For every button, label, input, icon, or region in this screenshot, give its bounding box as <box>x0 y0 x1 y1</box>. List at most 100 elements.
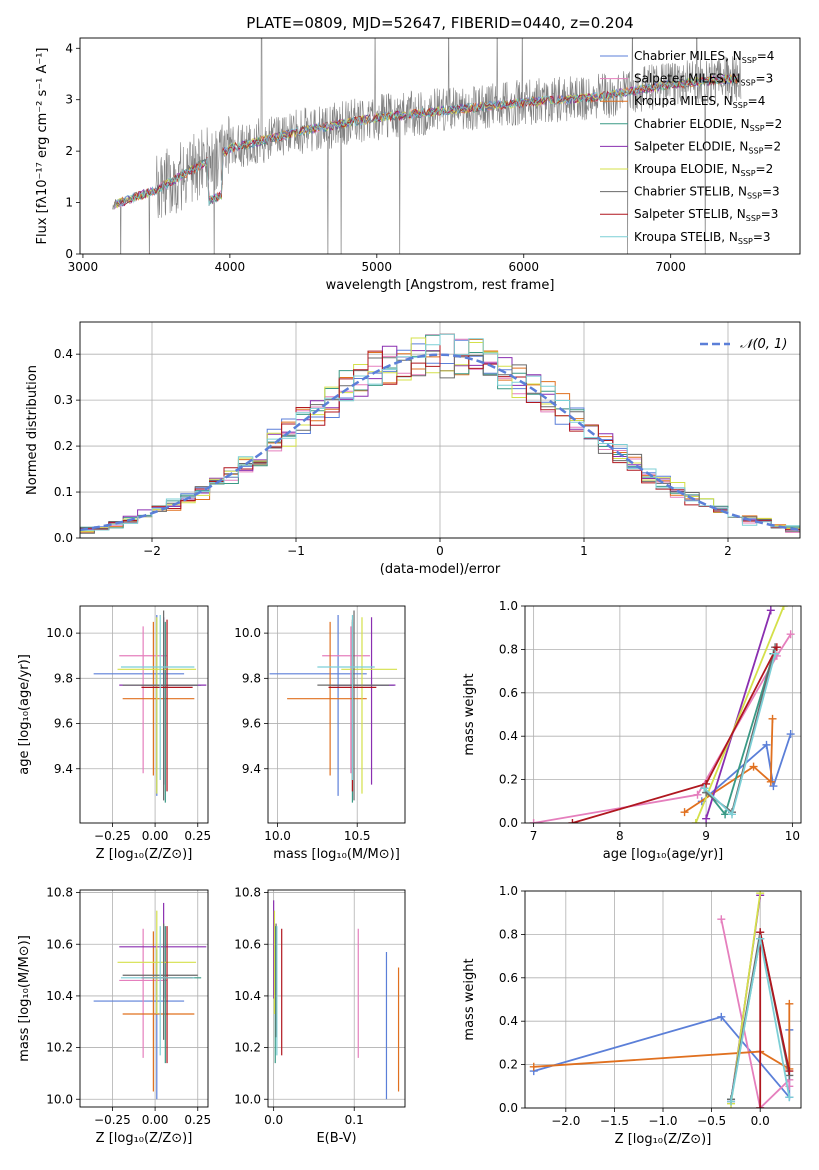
legend-entry-label: Salpeter MILES, NSSP=3 <box>634 72 773 88</box>
y-tick-label: 0.4 <box>499 729 518 743</box>
axes-frame: 0.0 0.1 10.0 10.2 10.4 10.6 10.8 E(B-V) <box>234 886 406 1146</box>
panel-age-vs-Z: −0.25 0.00 0.25 9.4 9.6 9.8 10.0 Z [log₁₀(Z/Z⊙)… <box>17 605 211 862</box>
gaussian-reference-curve <box>80 353 800 532</box>
mass-weight-marker <box>680 808 689 817</box>
panel-massweight-vs-age: 7 8 9 10 0.0 0.2 0.4 0.6 0.8 1.0 age [log₁₀(age/yr… <box>462 599 802 862</box>
legend-entry-label: Salpeter ELODIE, NSSP=2 <box>634 139 781 155</box>
plot-area <box>269 610 398 803</box>
y-tick-label: 0.3 <box>54 393 73 407</box>
x-tick-label: 7000 <box>655 260 686 274</box>
gaussian-legend-label: 𝒩(0, 1) <box>740 337 787 352</box>
x-tick-label: 0.1 <box>345 1113 364 1127</box>
mass-weight-line <box>705 610 772 819</box>
errorbar-point <box>287 621 367 776</box>
x-tick-label: 0.0 <box>751 1114 770 1128</box>
y-tick-label: 10.0 <box>46 1092 73 1106</box>
mass-weight-marker <box>691 819 700 823</box>
y-tick-label: 0.0 <box>54 531 73 545</box>
y-axis-label: Flux [fλ10⁻¹⁷ erg cm⁻² s⁻¹ A⁻¹] <box>35 48 50 245</box>
y-axis-label: Normed distribution <box>25 365 40 495</box>
panel-massweight-vs-Z: −2.0 −1.5 −1.0 −0.5 0.0 0.0 0.2 0.4 0.6 0.8 1.0 Z [… <box>462 884 802 1147</box>
mass-weight-marker <box>786 630 795 639</box>
mass-weight-marker <box>785 1093 794 1102</box>
x-tick-label: 5000 <box>362 260 393 274</box>
spectrum-legend: Chabrier MILES, NSSP=4 Salpeter MILES, NS… <box>600 49 782 246</box>
x-tick-label: 10.5 <box>344 829 371 843</box>
errorbar-point <box>119 928 168 1058</box>
errorbar-point <box>120 926 195 1056</box>
errorbar-point <box>117 910 197 1014</box>
y-tick-label: 9.6 <box>242 717 261 731</box>
axes-frame: −2 −1 0 1 2 0.0 0.1 0.2 0.3 0.4 (data-model)/error… <box>25 321 801 577</box>
errorbar-point <box>141 621 202 803</box>
errorbar-point <box>117 617 197 794</box>
y-tick-label: 9.4 <box>242 762 261 776</box>
axes-border <box>79 889 209 1108</box>
x-tick-label: 10.0 <box>264 829 291 843</box>
plot-area <box>273 900 400 1100</box>
x-tick-label: 8 <box>616 829 624 843</box>
y-tick-label: 0 <box>65 247 73 261</box>
errorbar-point <box>119 617 207 785</box>
y-tick-label: 10.8 <box>46 886 73 900</box>
axes-frame: 10.0 10.5 9.4 9.6 9.8 10.0 mass [log₁₀(M/M⊙)] <box>234 605 406 862</box>
x-axis-label: Z [log₁₀(Z/Z⊙)] <box>615 1132 712 1147</box>
x-axis-label: mass [log₁₀(M/M⊙)] <box>273 847 400 862</box>
x-tick-label: −1.0 <box>648 1114 677 1128</box>
y-tick-label: 10.6 <box>46 937 73 951</box>
y-tick-label: 4 <box>65 41 73 55</box>
x-tick-label: −2 <box>143 544 161 558</box>
x-tick-label: 4000 <box>215 260 246 274</box>
legend-entry-label: Chabrier ELODIE, NSSP=2 <box>634 117 782 133</box>
model-spectrum-line <box>113 75 739 210</box>
axes-frame: −0.25 0.00 0.25 9.4 9.6 9.8 10.0 Z [log₁₀(Z/Z⊙)… <box>17 605 211 862</box>
mass-weight-marker <box>756 1104 765 1108</box>
panel-mass-vs-EBV: 0.0 0.1 10.0 10.2 10.4 10.6 10.8 E(B-V) <box>234 886 406 1146</box>
mass-weight-marker <box>771 649 780 658</box>
y-tick-label: 10.4 <box>46 989 73 1003</box>
plot-area <box>80 333 800 538</box>
errorbar-point <box>331 617 396 785</box>
x-axis-label: E(B-V) <box>316 1131 356 1146</box>
x-axis-label: Z [log₁₀(Z/Z⊙)] <box>96 847 193 862</box>
panel-spectrum: 3000 4000 5000 6000 7000 0 1 2 3 4 wavelength [Ang… <box>35 37 801 293</box>
legend-entry-label: Kroupa ELODIE, NSSP=2 <box>634 162 773 178</box>
plot-area <box>93 902 207 1100</box>
plot-area <box>529 606 795 823</box>
x-tick-label: 0.00 <box>142 1113 169 1127</box>
mass-weight-marker <box>785 999 794 1008</box>
x-tick-label: −1.5 <box>600 1114 629 1128</box>
errorbar-point <box>317 610 390 801</box>
axes-frame: 3000 4000 5000 6000 7000 0 1 2 3 4 wavelength [Ang… <box>35 37 801 293</box>
errorbar-point <box>122 621 195 776</box>
y-tick-label: 0.1 <box>54 485 73 499</box>
plot-area <box>112 38 742 254</box>
mass-weight-marker <box>717 1012 726 1021</box>
mass-weight-marker <box>702 814 711 823</box>
y-tick-label: 1.0 <box>499 599 518 613</box>
x-tick-label: 6000 <box>508 260 539 274</box>
mass-weight-marker <box>717 915 726 924</box>
mass-weight-line <box>533 1003 791 1071</box>
mass-weight-line <box>684 718 774 813</box>
errorbar-point <box>322 626 370 774</box>
residual-histogram <box>80 333 800 538</box>
x-tick-label: 1 <box>580 544 588 558</box>
y-tick-label: 0.8 <box>499 642 518 656</box>
mass-weight-marker <box>529 819 538 823</box>
y-tick-label: 10.0 <box>234 1092 261 1106</box>
mass-weight-marker <box>728 810 736 819</box>
mass-weight-marker <box>529 1062 538 1071</box>
mass-weight-marker <box>721 810 730 819</box>
y-tick-label: 3 <box>65 93 73 107</box>
axes-border <box>267 605 406 824</box>
x-tick-label: 0.00 <box>142 829 169 843</box>
x-axis-label: Z [log₁₀(Z/Z⊙)] <box>96 1131 193 1146</box>
y-axis-label: age [log₁₀(age/yr)] <box>17 654 32 775</box>
y-tick-label: 10.4 <box>234 989 261 1003</box>
mass-weight-marker <box>756 891 765 898</box>
y-tick-label: 9.8 <box>54 671 73 685</box>
x-tick-label: 9 <box>702 829 710 843</box>
mass-weight-marker <box>785 1067 794 1076</box>
